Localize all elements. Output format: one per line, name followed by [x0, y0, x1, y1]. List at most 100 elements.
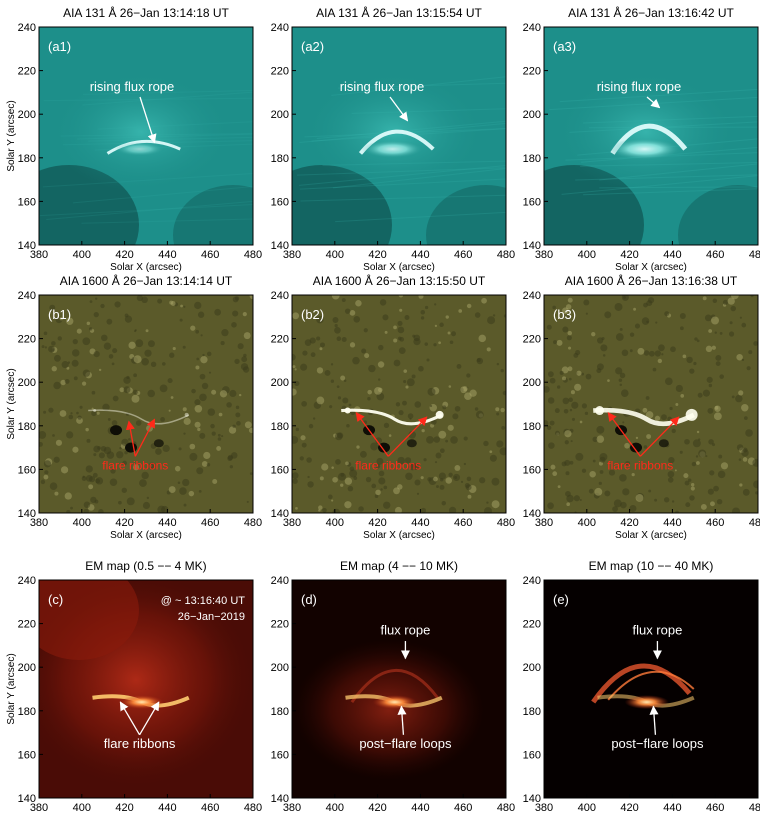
panel-c: EM map (0.5 −− 4 MK) 380 400 420 440 460 480 14… — [6, 559, 262, 814]
panel-title: AIA 131 Å 26−Jan 13:15:54 UT — [316, 5, 482, 20]
x-tick-label: 480 — [497, 802, 515, 814]
panel-title: AIA 1600 Å 26−Jan 13:16:38 UT — [565, 273, 738, 288]
y-tick-label: 220 — [271, 334, 289, 346]
y-tick-label: 240 — [523, 22, 541, 34]
y-tick-label: 180 — [523, 153, 541, 165]
x-tick-label: 440 — [663, 249, 681, 261]
x-axis-label: Solar X (arcsec) — [615, 530, 687, 541]
panel-timestamp: 26−Jan−2019 — [178, 611, 245, 623]
x-tick-label: 400 — [73, 802, 91, 814]
x-tick-label: 480 — [244, 249, 262, 261]
x-tick-label: 460 — [454, 517, 472, 529]
x-tick-label: 480 — [749, 249, 760, 261]
y-tick-label: 140 — [523, 508, 541, 520]
panel-title: EM map (0.5 −− 4 MK) — [85, 559, 206, 573]
x-tick-label: 420 — [115, 249, 133, 261]
panel-a2: AIA 131 Å 26−Jan 13:15:54 UT 380 400 420 440… — [271, 5, 516, 273]
annotation-label: rising flux rope — [340, 79, 425, 94]
annotation-arrow — [397, 705, 407, 735]
x-tick-label: 400 — [73, 517, 91, 529]
x-tick-label: 460 — [454, 802, 472, 814]
solar-image — [39, 580, 253, 798]
annotation-label: rising flux rope — [597, 79, 682, 94]
annotation-arrow — [649, 705, 659, 735]
panel-label: (c) — [48, 592, 63, 607]
y-tick-label: 240 — [271, 22, 289, 34]
y-axis-label: Solar Y (arcsec) — [6, 368, 17, 439]
annotation-arrow — [355, 411, 389, 457]
annotation-label: flare ribbons — [102, 458, 168, 472]
y-axis-label: Solar Y (arcsec) — [6, 100, 17, 171]
y-tick-label: 220 — [18, 66, 36, 78]
plot-frame — [291, 579, 507, 799]
y-tick-label: 240 — [271, 290, 289, 302]
annotation-arrow — [125, 420, 136, 457]
annotation-label: post−flare loops — [359, 736, 452, 751]
y-tick-label: 200 — [523, 109, 541, 121]
y-tick-label: 140 — [271, 240, 289, 252]
panel-b1: AIA 1600 Å 26−Jan 13:14:14 UT 380 400 420 44… — [6, 273, 262, 541]
x-axis-label: Solar X (arcsec) — [110, 530, 182, 541]
panel-label: (a3) — [553, 39, 576, 54]
x-tick-label: 480 — [497, 249, 515, 261]
x-tick-label: 440 — [158, 802, 176, 814]
annotation-arrow — [646, 96, 661, 109]
x-tick-label: 420 — [620, 517, 638, 529]
x-tick-label: 460 — [706, 802, 724, 814]
y-tick-label: 160 — [523, 196, 541, 208]
x-axis-label: Solar X (arcsec) — [110, 262, 182, 273]
y-tick-label: 160 — [18, 196, 36, 208]
panel-label: (b2) — [301, 307, 324, 322]
x-tick-label: 400 — [326, 249, 344, 261]
y-tick-label: 240 — [18, 22, 36, 34]
y-tick-label: 220 — [18, 619, 36, 631]
y-tick-label: 160 — [523, 464, 541, 476]
plot-frame — [291, 294, 507, 514]
panels-layer: AIA 131 Å 26−Jan 13:14:18 UT 380 400 420 440… — [6, 5, 760, 814]
panel-title: AIA 1600 Å 26−Jan 13:14:14 UT — [60, 273, 233, 288]
y-tick-label: 240 — [18, 290, 36, 302]
annotation-arrow — [387, 416, 428, 457]
y-tick-label: 140 — [271, 508, 289, 520]
y-tick-label: 200 — [523, 377, 541, 389]
flux-rope-arc — [106, 139, 181, 155]
y-tick-label: 140 — [18, 508, 36, 520]
panel-b3: AIA 1600 Å 26−Jan 13:16:38 UT 380 400 420 44… — [523, 273, 760, 541]
y-tick-label: 140 — [523, 793, 541, 805]
y-tick-label: 220 — [523, 66, 541, 78]
x-tick-label: 400 — [578, 802, 596, 814]
annotation-arrow — [119, 701, 141, 736]
x-tick-label: 380 — [283, 249, 301, 261]
solar-image — [39, 295, 253, 513]
x-tick-label: 460 — [706, 517, 724, 529]
solar-image — [292, 295, 506, 513]
y-axis-label: Solar Y (arcsec) — [6, 653, 17, 724]
panel-title: EM map (4 −− 10 MK) — [340, 559, 458, 573]
y-tick-label: 200 — [271, 109, 289, 121]
x-tick-label: 380 — [283, 517, 301, 529]
x-tick-label: 460 — [201, 249, 219, 261]
plot-frame — [38, 579, 254, 799]
y-tick-label: 160 — [271, 749, 289, 761]
panel-title: AIA 131 Å 26−Jan 13:16:42 UT — [568, 5, 734, 20]
x-tick-label: 480 — [749, 802, 760, 814]
y-tick-label: 240 — [271, 575, 289, 587]
panel-label: (e) — [553, 592, 569, 607]
y-tick-label: 200 — [18, 109, 36, 121]
x-tick-label: 420 — [368, 802, 386, 814]
annotation-arrow — [639, 416, 680, 457]
annotation-arrow — [389, 96, 409, 122]
x-tick-label: 420 — [368, 249, 386, 261]
y-tick-label: 200 — [271, 662, 289, 674]
panel-e: EM map (10 −− 40 MK) 380 400 420 440 460 480 14… — [523, 559, 760, 814]
y-tick-label: 180 — [18, 706, 36, 718]
x-tick-label: 460 — [454, 249, 472, 261]
x-tick-label: 420 — [620, 802, 638, 814]
y-tick-label: 200 — [18, 377, 36, 389]
panel-timestamp: @ ~ 13:16:40 UT — [161, 595, 246, 607]
x-tick-label: 380 — [30, 517, 48, 529]
flare-ribbon — [88, 409, 190, 425]
solar-image — [544, 580, 758, 798]
x-tick-label: 460 — [201, 802, 219, 814]
x-tick-label: 420 — [115, 802, 133, 814]
